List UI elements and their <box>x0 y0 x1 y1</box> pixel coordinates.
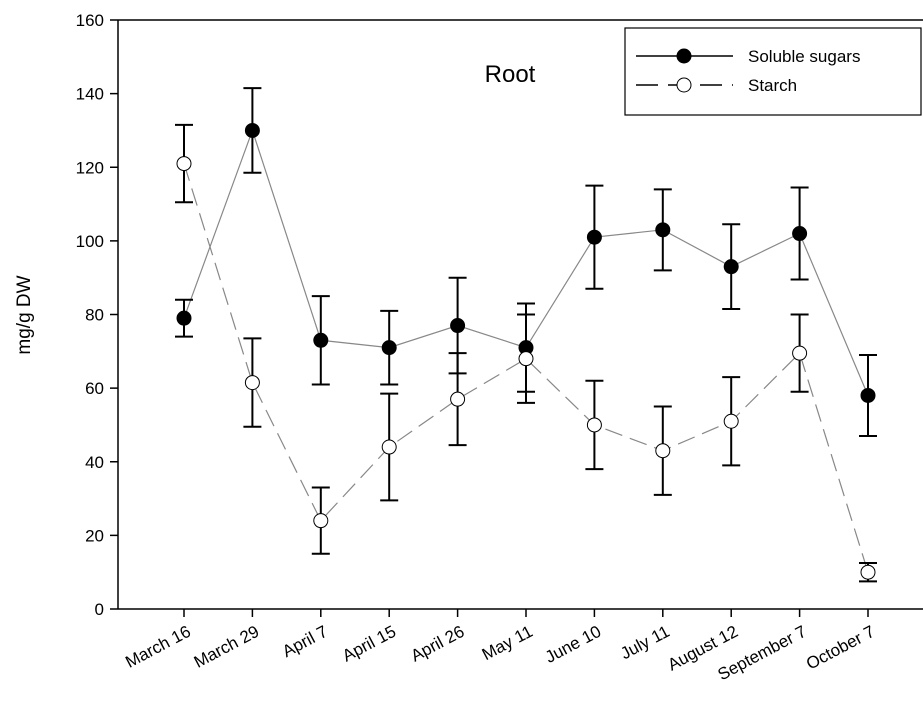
x-tick-label: April 15 <box>339 622 399 666</box>
marker <box>176 310 192 326</box>
marker <box>586 417 602 433</box>
marker <box>792 345 808 361</box>
y-tick-label: 20 <box>85 526 104 545</box>
legend-box <box>624 27 922 116</box>
y-tick-label: 80 <box>85 306 104 325</box>
marker <box>381 340 397 356</box>
marker <box>586 229 602 245</box>
y-tick-label: 120 <box>76 158 104 177</box>
marker <box>450 391 466 407</box>
marker <box>176 156 192 172</box>
y-tick-label: 140 <box>76 85 104 104</box>
marker <box>313 513 329 529</box>
legend-label: Starch <box>748 76 797 95</box>
marker <box>655 222 671 238</box>
marker <box>860 564 876 580</box>
marker <box>723 413 739 429</box>
marker <box>518 351 534 367</box>
y-tick-label: 40 <box>85 453 104 472</box>
marker <box>655 443 671 459</box>
x-tick-label: March 16 <box>122 622 193 672</box>
legend-marker <box>676 77 692 93</box>
marker <box>860 387 876 403</box>
marker <box>381 439 397 455</box>
x-tick-label: April 26 <box>408 622 468 666</box>
y-tick-label: 0 <box>95 600 104 619</box>
y-tick-label: 60 <box>85 379 104 398</box>
marker <box>313 332 329 348</box>
x-tick-label: March 29 <box>191 622 262 672</box>
marker <box>450 318 466 334</box>
series-line <box>183 163 869 573</box>
x-tick-label: June 10 <box>542 622 604 667</box>
y-axis-label: mg/g DW <box>14 275 35 354</box>
annotation: Root <box>485 61 536 88</box>
marker <box>792 226 808 242</box>
marker <box>723 259 739 275</box>
x-tick-label: October 7 <box>803 622 878 674</box>
marker <box>244 122 260 138</box>
legend-marker <box>676 48 692 64</box>
y-tick-label: 160 <box>76 11 104 30</box>
y-tick-label: 100 <box>76 232 104 251</box>
legend-label: Soluble sugars <box>748 47 860 66</box>
marker <box>244 375 260 391</box>
legend: Soluble sugars Starch <box>624 27 922 116</box>
x-tick-label: April 7 <box>279 622 330 661</box>
x-tick-label: May 11 <box>479 622 536 664</box>
